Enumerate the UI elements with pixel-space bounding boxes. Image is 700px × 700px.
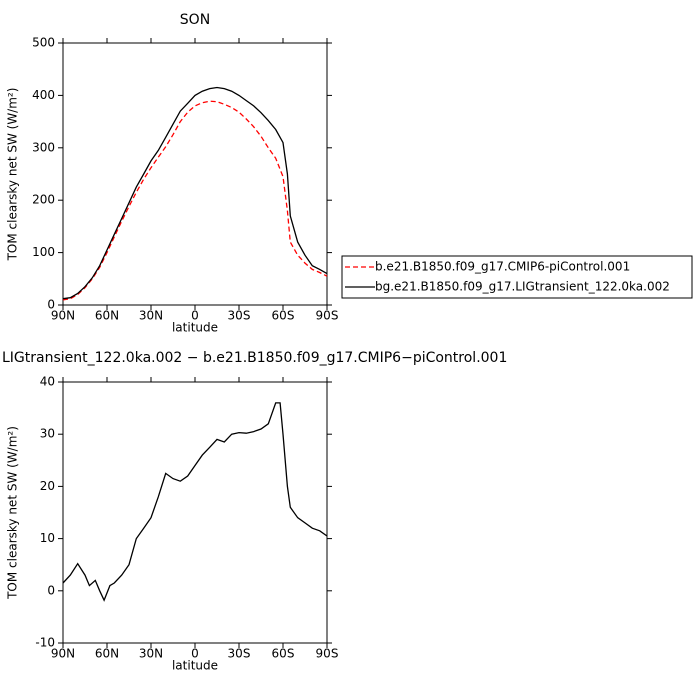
x-axis-label: latitude <box>172 321 218 335</box>
x-tick-label: 0 <box>191 309 199 323</box>
x-tick-label: 60N <box>95 309 119 323</box>
y-axis-label: TOM clearsky net SW (W/m²) <box>6 88 20 262</box>
y-tick-label: 500 <box>32 36 55 50</box>
x-tick-label: 90N <box>51 309 75 323</box>
x-tick-label: 90S <box>316 647 339 661</box>
data-line <box>62 86 328 300</box>
chart-title: SON <box>180 12 210 28</box>
x-tick-label: 30N <box>139 647 163 661</box>
y-tick-label: 30 <box>40 427 55 441</box>
y-tick-label: 400 <box>32 88 55 102</box>
x-tick-label: 30N <box>139 309 163 323</box>
y-tick-label: 100 <box>32 245 55 259</box>
x-tick-label: 60S <box>272 647 295 661</box>
x-tick-label: 30S <box>228 647 251 661</box>
y-tick-label: 200 <box>32 193 55 207</box>
x-axis-label: latitude <box>172 659 218 673</box>
y-axis-label: TOM clearsky net SW (W/m²) <box>6 426 20 600</box>
y-tick-label: -10 <box>35 636 55 650</box>
x-tick-label: 60N <box>95 647 119 661</box>
x-tick-label: 90S <box>316 309 339 323</box>
y-tick-label: 40 <box>40 375 55 389</box>
legend-label: b.e21.B1850.f09_g17.CMIP6-piControl.001 <box>375 260 630 274</box>
legend-label: bg.e21.B1850.f09_g17.LIGtransient_122.0k… <box>375 280 670 294</box>
x-tick-label: 0 <box>191 647 199 661</box>
y-tick-label: 20 <box>40 479 55 493</box>
x-tick-label: 60S <box>272 309 295 323</box>
x-tick-label: 30S <box>228 309 251 323</box>
y-tick-label: 10 <box>40 531 55 545</box>
legend-box <box>341 255 693 299</box>
y-tick-label: 0 <box>47 583 55 597</box>
x-tick-label: 90N <box>51 647 75 661</box>
plot-frame <box>62 381 328 644</box>
y-tick-label: 0 <box>47 298 55 312</box>
data-line <box>62 402 328 602</box>
chart-title: LIGtransient_122.0ka.002 − b.e21.B1850.f… <box>2 350 507 366</box>
y-tick-label: 300 <box>32 140 55 154</box>
data-line <box>62 100 328 301</box>
